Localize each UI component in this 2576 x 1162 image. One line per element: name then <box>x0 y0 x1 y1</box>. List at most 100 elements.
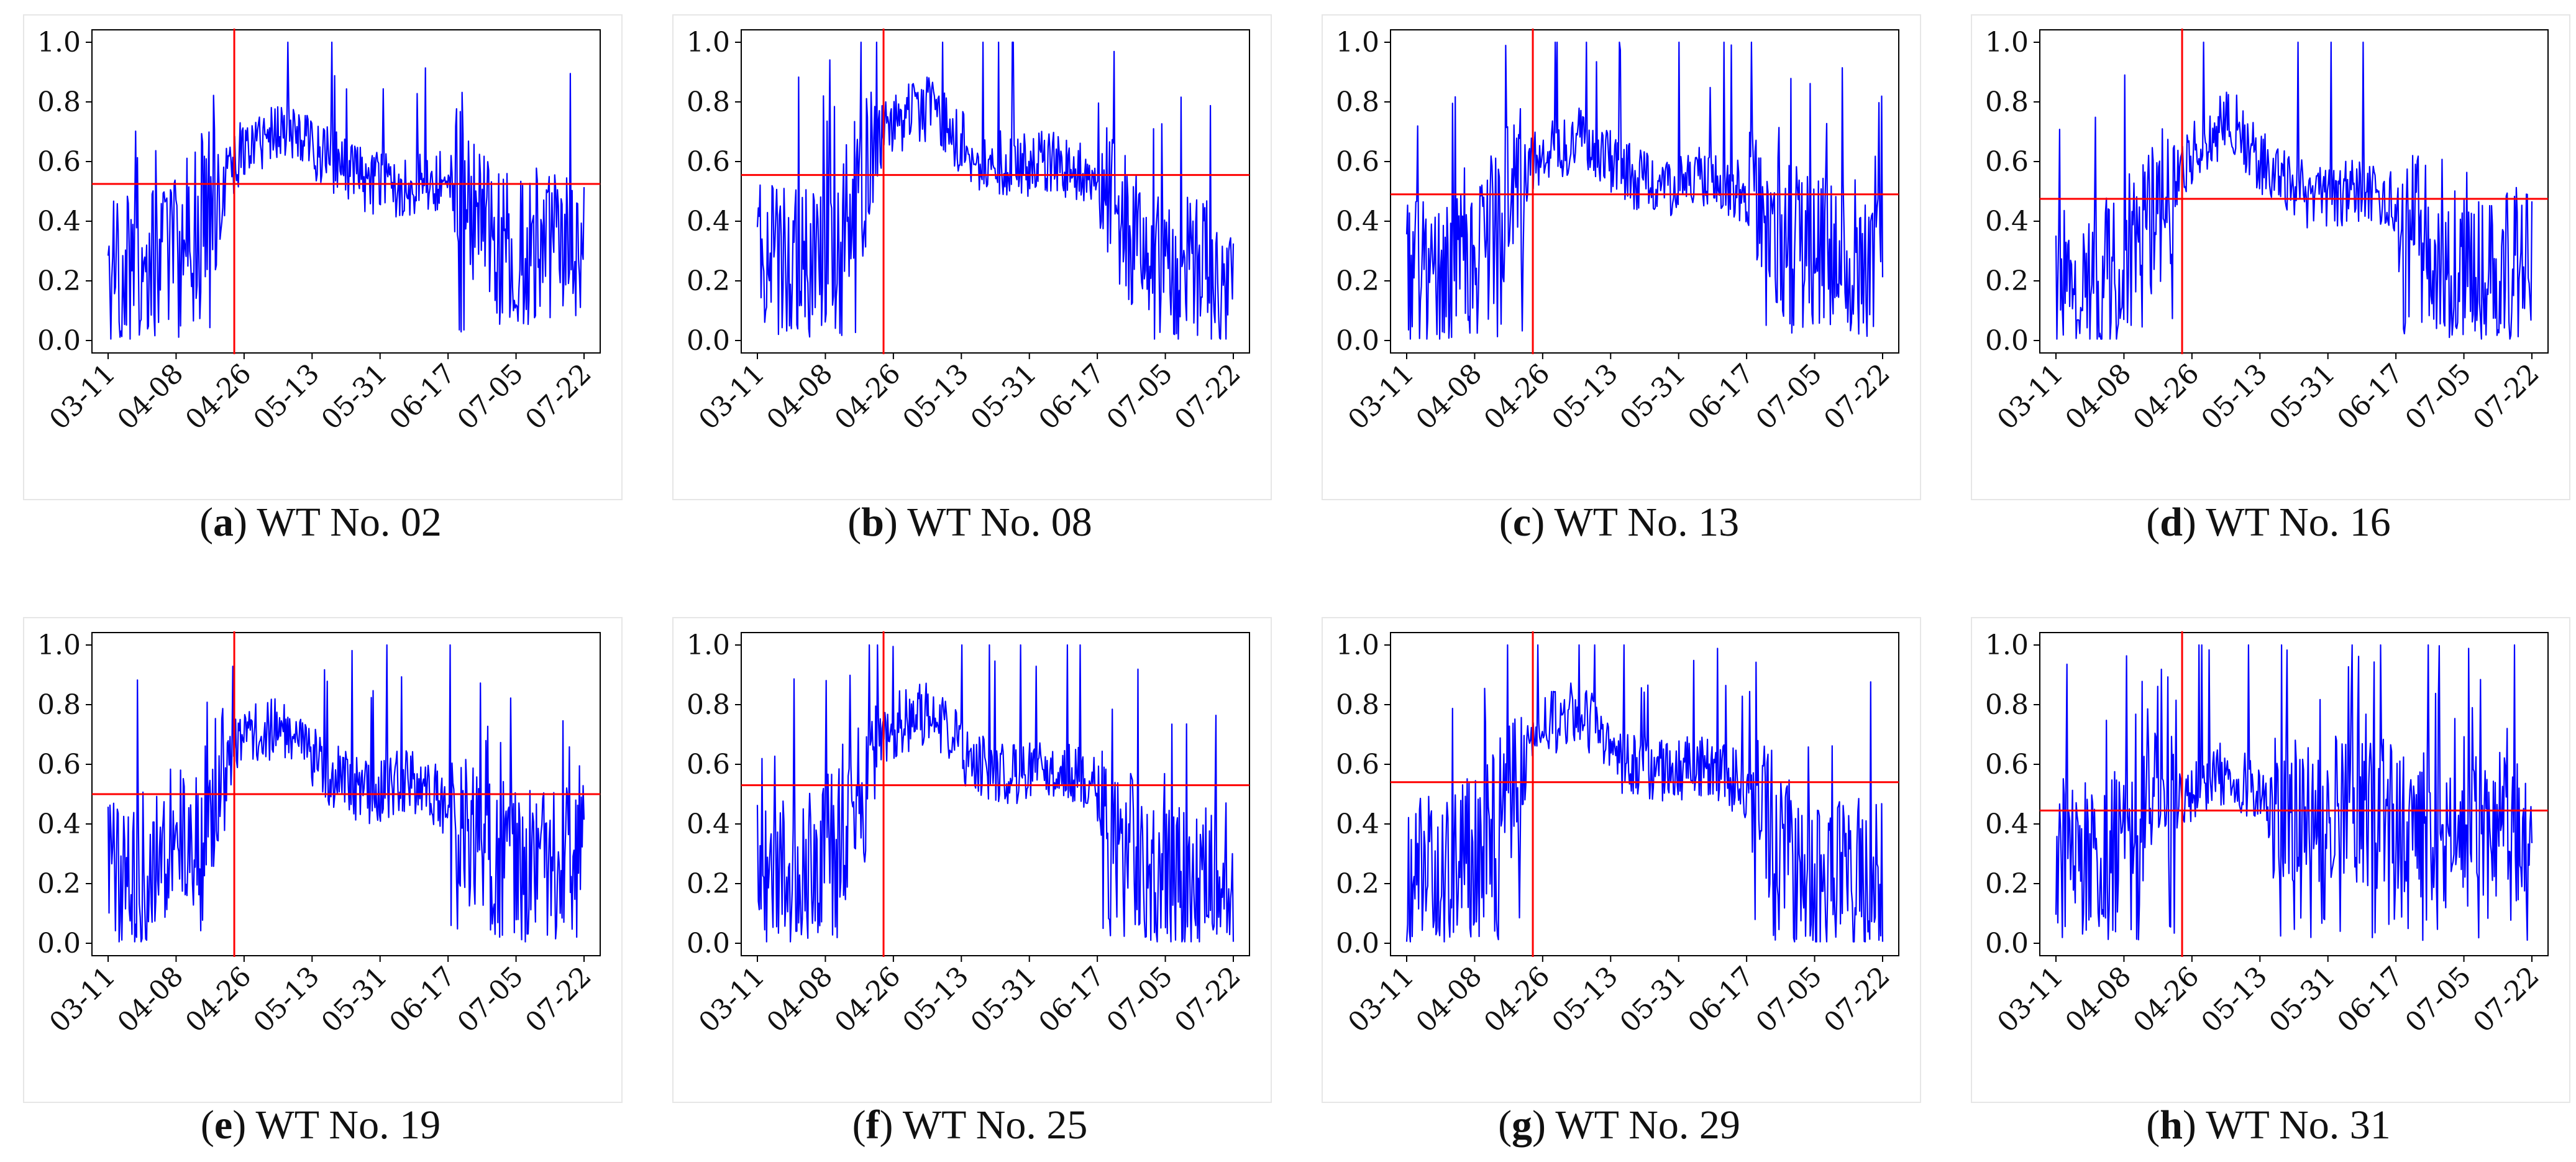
y-tick-label: 0.4 <box>37 206 81 237</box>
caption-paren-open: ( <box>199 500 213 545</box>
y-tick-label: 0.6 <box>687 146 730 178</box>
caption-paren-open: ( <box>847 500 861 545</box>
chart-panel-b: 0.0 0.2 0.4 0.6 0.8 1.0 03-1104-0804-2605-1305… <box>672 14 1272 545</box>
x-tick-label: 04-08 <box>111 358 190 436</box>
x-tick-label: 07-22 <box>1169 358 1247 436</box>
x-tick-label: 07-05 <box>2400 358 2478 436</box>
caption-paren-close: ) <box>880 1102 903 1148</box>
y-tick-label: 1.0 <box>1985 27 2029 58</box>
caption-paren-open: ( <box>1499 500 1513 545</box>
y-tick-label: 0.0 <box>1985 928 2029 959</box>
x-tick-label: 06-17 <box>1682 358 1760 436</box>
x-tick-label: 05-31 <box>2263 358 2342 436</box>
y-tick-label: 0.8 <box>37 86 81 118</box>
x-tick-label: 05-31 <box>965 961 1043 1039</box>
y-tick-label: 1.0 <box>37 629 81 661</box>
x-tick-label: 04-08 <box>1410 961 1488 1039</box>
x-tick-label: 03-11 <box>1342 358 1420 436</box>
chart-panel-f: 0.0 0.2 0.4 0.6 0.8 1.0 03-1104-0804-2605-1305… <box>672 617 1272 1148</box>
x-tick-label: 03-11 <box>1342 961 1420 1039</box>
x-tick-label: 06-17 <box>1033 961 1111 1039</box>
caption-title: WT No. 19 <box>255 1102 441 1148</box>
y-tick-label: 1.0 <box>1336 629 1379 661</box>
plot-frame <box>1390 632 1899 956</box>
y-tick-label: 0.8 <box>1985 689 2029 721</box>
chart-panel-e: 0.0 0.2 0.4 0.6 0.8 1.0 03-1104-0804-2605-1305… <box>23 617 623 1148</box>
y-tick-label: 0.4 <box>1985 808 2029 840</box>
y-tick-label: 0.2 <box>1336 868 1379 900</box>
caption-paren-open: ( <box>1498 1102 1512 1148</box>
x-tick-label: 07-05 <box>452 961 530 1039</box>
y-tick-label: 0.4 <box>1336 206 1379 237</box>
x-tick-label: 05-31 <box>316 961 394 1039</box>
x-tick-label: 04-26 <box>2127 358 2206 436</box>
x-tick-label: 05-31 <box>316 358 394 436</box>
caption-paren-open: ( <box>2146 1102 2160 1148</box>
caption-title: WT No. 29 <box>1555 1102 1740 1148</box>
x-tick-label: 03-11 <box>1991 961 2070 1039</box>
series-line <box>1405 41 1884 340</box>
x-tick-label: 03-11 <box>43 961 122 1039</box>
panel-outer-border <box>23 14 623 500</box>
panel-caption: (e) WT No. 19 <box>201 1102 441 1148</box>
x-tick-label: 05-13 <box>1546 358 1624 436</box>
caption-letter: g <box>1512 1102 1532 1148</box>
caption-paren-close: ) <box>1532 1102 1555 1148</box>
y-tick-label: 0.0 <box>37 928 81 959</box>
caption-letter: c <box>1513 500 1531 545</box>
x-tick-label: 07-22 <box>1818 358 1896 436</box>
y-tick-label: 0.8 <box>37 689 81 721</box>
x-tick-label: 05-31 <box>1614 961 1692 1039</box>
x-tick-label: 07-22 <box>2467 358 2546 436</box>
caption-title: WT No. 25 <box>903 1102 1088 1148</box>
x-tick-label: 04-08 <box>111 961 190 1039</box>
series-line <box>107 41 585 340</box>
series-line <box>756 644 1235 943</box>
caption-letter: d <box>2160 500 2183 545</box>
y-tick-label: 0.2 <box>37 265 81 297</box>
x-tick-label: 05-31 <box>1614 358 1692 436</box>
x-tick-label: 07-05 <box>452 358 530 436</box>
plot-frame <box>1390 29 1899 354</box>
y-tick-label: 1.0 <box>1985 629 2029 661</box>
x-tick-label: 07-22 <box>1818 961 1896 1039</box>
panel-caption: (f) WT No. 25 <box>852 1102 1088 1148</box>
x-tick-label: 07-05 <box>1750 961 1829 1039</box>
y-tick-label: 0.6 <box>1985 146 2029 178</box>
y-tick-label: 0.8 <box>1336 86 1379 118</box>
series-line <box>2055 644 2533 941</box>
panel-outer-border <box>23 617 623 1103</box>
caption-letter: h <box>2160 1102 2183 1148</box>
chart-panel-g: 0.0 0.2 0.4 0.6 0.8 1.0 03-1104-0804-2605-1305… <box>1322 617 1921 1148</box>
x-tick-label: 06-17 <box>2331 961 2409 1039</box>
x-tick-label: 04-26 <box>180 961 258 1039</box>
x-tick-label: 03-11 <box>693 358 771 436</box>
panel-caption: (a) WT No. 02 <box>199 500 442 545</box>
x-tick-label: 06-17 <box>1682 961 1760 1039</box>
x-tick-label: 04-26 <box>2127 961 2206 1039</box>
caption-paren-close: ) <box>884 500 907 545</box>
y-tick-label: 0.0 <box>1336 325 1379 357</box>
panel-outer-border <box>1971 14 2570 500</box>
y-tick-label: 0.6 <box>1336 146 1379 178</box>
panel-outer-border <box>672 617 1272 1103</box>
y-tick-label: 0.4 <box>37 808 81 840</box>
x-tick-label: 05-31 <box>965 358 1043 436</box>
y-tick-label: 0.4 <box>1985 206 2029 237</box>
y-tick-label: 0.4 <box>1336 808 1379 840</box>
y-tick-label: 0.2 <box>1336 265 1379 297</box>
chart-panel-h: 0.0 0.2 0.4 0.6 0.8 1.0 03-1104-0804-2605-1305… <box>1971 617 2570 1148</box>
caption-title: WT No. 31 <box>2206 1102 2391 1148</box>
y-tick-label: 0.4 <box>687 808 730 840</box>
panel-outer-border <box>1322 14 1921 500</box>
caption-paren-close: ) <box>232 1102 255 1148</box>
y-tick-label: 0.6 <box>1336 749 1379 780</box>
x-tick-label: 06-17 <box>383 358 462 436</box>
series-line <box>2055 41 2533 340</box>
panel-outer-border <box>1322 617 1921 1103</box>
y-tick-label: 0.0 <box>687 928 730 959</box>
plot-frame <box>91 29 601 354</box>
panel-caption: (b) WT No. 08 <box>847 500 1092 545</box>
caption-letter: a <box>213 500 234 545</box>
x-tick-label: 07-22 <box>519 358 598 436</box>
